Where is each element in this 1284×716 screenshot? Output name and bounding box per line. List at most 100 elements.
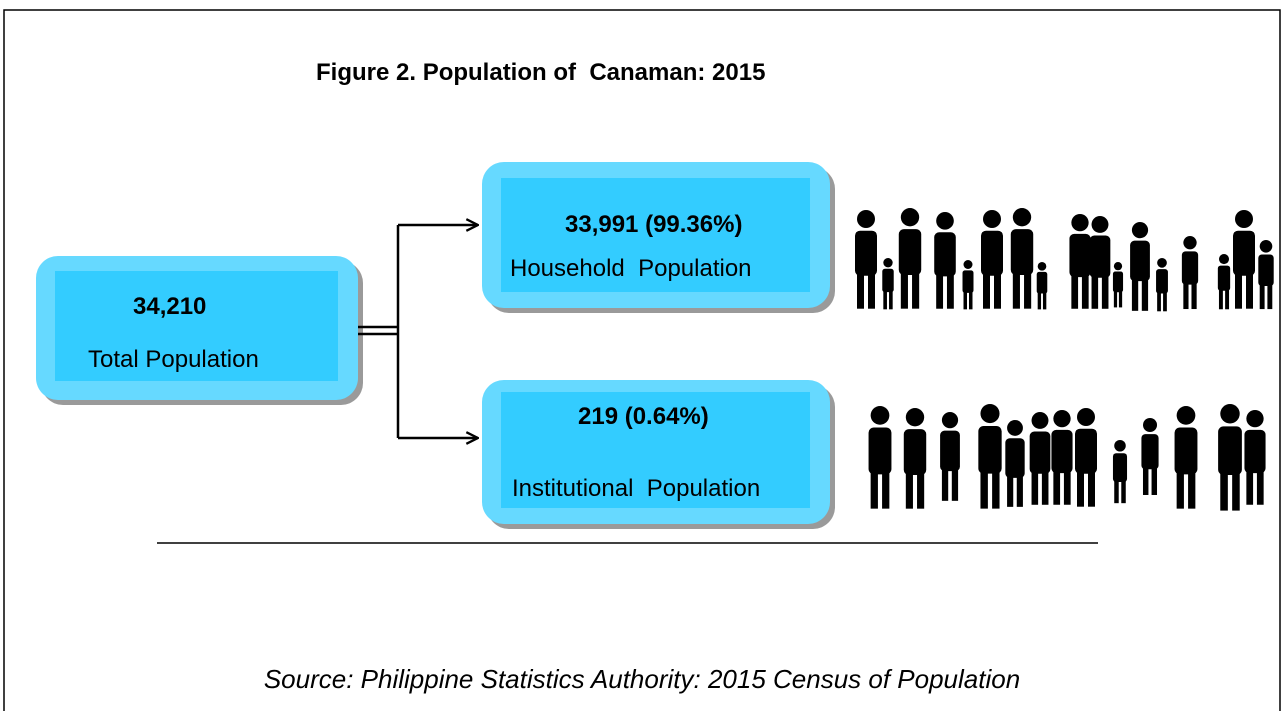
node-value: 33,991 (99.36%): [565, 211, 742, 238]
person-icon: [1220, 470, 1228, 511]
person-icon: [980, 404, 999, 423]
person-icon: [1142, 277, 1148, 311]
person-icon: [1182, 251, 1198, 284]
person-icon: [1152, 465, 1157, 495]
person-icon: [1143, 418, 1157, 432]
person-icon: [1156, 269, 1168, 293]
person-icon: [869, 428, 892, 475]
person-icon: [936, 271, 943, 308]
person-icon: [983, 210, 1001, 228]
person-icon: [1032, 412, 1049, 429]
person-icon: [983, 271, 990, 309]
person-icon: [882, 469, 889, 509]
person-icon: [1225, 288, 1229, 309]
person-icon: [1177, 406, 1196, 425]
person-icon: [1157, 258, 1167, 268]
person-icon: [1163, 291, 1167, 312]
person-icon: [1246, 468, 1253, 504]
person-icon: [1030, 431, 1051, 473]
person-icon: [1113, 272, 1123, 293]
person-icon: [901, 208, 919, 226]
person-icon: [1244, 430, 1265, 473]
person-icon: [1092, 216, 1109, 233]
person-icon: [1092, 273, 1099, 309]
person-icon: [980, 468, 987, 508]
person-icon: [857, 210, 875, 228]
person-icon: [1119, 290, 1122, 307]
person-icon: [899, 229, 921, 275]
person-icon: [1132, 222, 1148, 238]
person-icon: [912, 270, 919, 309]
title: Figure 2. Population of Canaman: 2015: [316, 59, 765, 86]
person-icon: [904, 429, 926, 475]
person-icon: [1007, 473, 1013, 506]
person-icon: [963, 270, 974, 293]
person-icon: [1246, 410, 1263, 427]
person-icon: [942, 412, 958, 428]
person-icon: [1077, 469, 1084, 507]
person-icon: [1218, 266, 1230, 291]
person-icon: [871, 406, 890, 425]
person-icon: [1051, 430, 1072, 473]
person-icon: [1013, 270, 1020, 309]
person-icon: [1220, 404, 1239, 423]
person-icon: [1130, 241, 1150, 282]
person-icon: [942, 467, 948, 501]
people-icons: [855, 208, 1274, 511]
person-icon: [1235, 210, 1253, 228]
person-icon: [917, 470, 924, 509]
person-icon: [1188, 469, 1195, 509]
person-icon: [1143, 465, 1148, 495]
person-icon: [906, 470, 913, 509]
node-value: 34,210: [133, 293, 206, 320]
person-icon: [1024, 270, 1031, 309]
person-icon: [889, 290, 893, 310]
person-icon: [906, 408, 924, 426]
person-icon: [857, 271, 864, 309]
diagram: Figure 2. Population of Canaman: 2015 34…: [0, 0, 1284, 711]
person-icon: [978, 426, 1001, 474]
person-icon: [1267, 282, 1272, 309]
person-icon: [1037, 272, 1048, 294]
person-icon: [1219, 288, 1223, 309]
person-icon: [1071, 272, 1078, 308]
person-icon: [871, 469, 878, 509]
person-icon: [1141, 434, 1158, 469]
person-icon: [1090, 235, 1111, 277]
person-icon: [1258, 254, 1273, 285]
person-icon: [1260, 240, 1273, 253]
person-icon: [1069, 234, 1090, 277]
person-icon: [964, 290, 968, 309]
person-icon: [1077, 408, 1095, 426]
person-icon: [1102, 273, 1109, 309]
person-icon: [1218, 426, 1242, 475]
person-icon: [1017, 473, 1023, 506]
person-icon: [1183, 281, 1188, 309]
person-icon: [868, 271, 875, 309]
person-icon: [1175, 428, 1198, 475]
person-icon: [883, 258, 892, 267]
person-icon: [1233, 231, 1255, 276]
person-icon: [994, 271, 1001, 309]
person-icon: [1064, 468, 1071, 504]
person-icon: [855, 231, 877, 276]
person-icon: [969, 290, 973, 309]
person-icon: [1132, 277, 1138, 311]
person-icon: [1114, 262, 1122, 270]
person-icon: [1053, 410, 1070, 427]
person-icon: [882, 269, 893, 292]
person-icon: [1042, 469, 1049, 505]
person-icon: [1232, 470, 1240, 511]
person-icon: [1038, 262, 1047, 271]
person-icon: [1183, 236, 1196, 249]
person-icon: [1038, 291, 1041, 309]
person-icon: [901, 270, 908, 309]
person-icon: [934, 232, 956, 276]
person-icon: [936, 212, 954, 230]
person-icon: [1011, 229, 1033, 275]
node-label: Total Population: [88, 346, 259, 373]
person-icon: [992, 468, 999, 508]
person-icon: [1177, 469, 1184, 509]
person-icon: [1246, 271, 1253, 309]
person-icon: [1071, 214, 1088, 231]
